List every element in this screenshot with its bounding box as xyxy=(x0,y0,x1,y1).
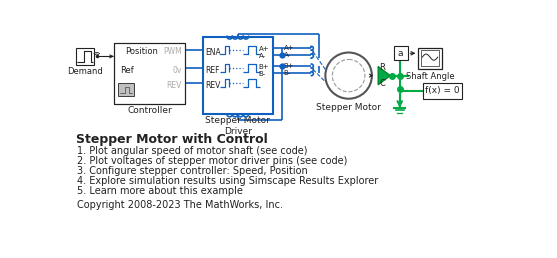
Text: A+: A+ xyxy=(284,45,294,51)
Polygon shape xyxy=(378,66,390,85)
Bar xyxy=(115,73,184,103)
Bar xyxy=(203,37,273,114)
Circle shape xyxy=(325,53,372,99)
Text: 1. Plot angular speed of motor shaft (see code): 1. Plot angular speed of motor shaft (se… xyxy=(77,147,308,156)
Text: C: C xyxy=(380,79,385,88)
Bar xyxy=(119,83,134,96)
Text: Stepper Motor with Control: Stepper Motor with Control xyxy=(76,133,267,146)
Text: 5. Learn more about this example: 5. Learn more about this example xyxy=(77,187,243,197)
Text: Ref: Ref xyxy=(120,66,134,75)
Text: B+: B+ xyxy=(258,64,270,70)
Bar xyxy=(423,83,462,99)
Text: 0v: 0v xyxy=(173,66,182,75)
Text: Position: Position xyxy=(125,47,158,56)
Bar xyxy=(114,43,185,104)
Text: PWM: PWM xyxy=(163,47,182,56)
Text: B+: B+ xyxy=(284,63,294,69)
Text: B-: B- xyxy=(284,70,291,76)
Bar xyxy=(115,43,184,103)
Bar xyxy=(418,48,442,69)
Text: REV: REV xyxy=(205,81,221,90)
Text: A+: A+ xyxy=(258,46,270,52)
Text: Stepper Motor: Stepper Motor xyxy=(316,103,381,111)
Text: REF: REF xyxy=(205,66,220,75)
Text: Stepper Motor
Driver: Stepper Motor Driver xyxy=(206,116,270,136)
Text: Shaft Angle: Shaft Angle xyxy=(405,72,455,81)
Text: B-: B- xyxy=(258,71,266,77)
Text: Demand: Demand xyxy=(67,67,103,76)
Bar xyxy=(114,43,185,104)
Text: Copyright 2008-2023 The MathWorks, Inc.: Copyright 2008-2023 The MathWorks, Inc. xyxy=(77,200,284,209)
Text: f(x) = 0: f(x) = 0 xyxy=(425,86,460,95)
Text: 4. Explore simulation results using Simscape Results Explorer: 4. Explore simulation results using Sims… xyxy=(77,176,379,187)
Bar xyxy=(149,43,184,103)
Text: 2. Plot voltages of stepper motor driver pins (see code): 2. Plot voltages of stepper motor driver… xyxy=(77,156,348,166)
Bar xyxy=(76,48,95,65)
Text: Controller: Controller xyxy=(127,106,172,115)
Bar xyxy=(421,50,439,66)
Text: R: R xyxy=(380,63,385,72)
Text: ENA: ENA xyxy=(205,48,221,57)
Text: A-: A- xyxy=(284,52,291,58)
Text: a: a xyxy=(398,49,403,58)
Text: 3. Configure stepper controller: Speed, Position: 3. Configure stepper controller: Speed, … xyxy=(77,166,308,176)
Text: REV: REV xyxy=(167,81,182,90)
Bar xyxy=(394,46,408,60)
Text: A-: A- xyxy=(258,53,266,59)
